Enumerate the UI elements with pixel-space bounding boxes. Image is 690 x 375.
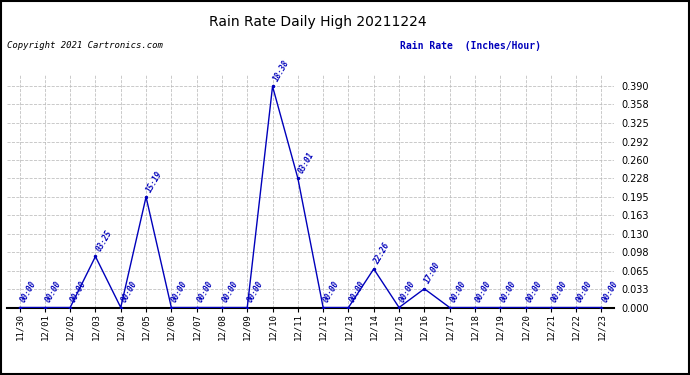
Text: 00:00: 00:00 <box>170 280 190 304</box>
Text: Rain Rate  (Inches/Hour): Rain Rate (Inches/Hour) <box>400 41 541 51</box>
Text: 00:00: 00:00 <box>119 280 139 304</box>
Text: 00:00: 00:00 <box>195 280 215 304</box>
Text: 15:19: 15:19 <box>145 169 164 194</box>
Text: 00:00: 00:00 <box>499 280 518 304</box>
Text: 00:00: 00:00 <box>600 280 620 304</box>
Text: 00:00: 00:00 <box>347 280 366 304</box>
Text: 00:00: 00:00 <box>246 280 266 304</box>
Text: 00:00: 00:00 <box>473 280 493 304</box>
Text: 00:00: 00:00 <box>397 280 417 304</box>
Text: 22:26: 22:26 <box>373 241 392 266</box>
Text: Rain Rate Daily High 20211224: Rain Rate Daily High 20211224 <box>208 15 426 29</box>
Text: 00:00: 00:00 <box>549 280 569 304</box>
Text: 00:00: 00:00 <box>18 280 38 304</box>
Text: 00:00: 00:00 <box>221 280 240 304</box>
Text: Copyright 2021 Cartronics.com: Copyright 2021 Cartronics.com <box>7 41 163 50</box>
Text: 00:00: 00:00 <box>575 280 594 304</box>
Text: 00:00: 00:00 <box>43 280 63 304</box>
Text: 03:01: 03:01 <box>297 150 316 175</box>
Text: 18:38: 18:38 <box>271 58 290 83</box>
Text: 00:00: 00:00 <box>448 280 468 304</box>
Text: 00:00: 00:00 <box>69 280 88 304</box>
Text: 17:00: 17:00 <box>423 261 442 285</box>
Text: 03:25: 03:25 <box>94 228 114 253</box>
Text: 00:00: 00:00 <box>524 280 544 304</box>
Text: 00:00: 00:00 <box>322 280 342 304</box>
